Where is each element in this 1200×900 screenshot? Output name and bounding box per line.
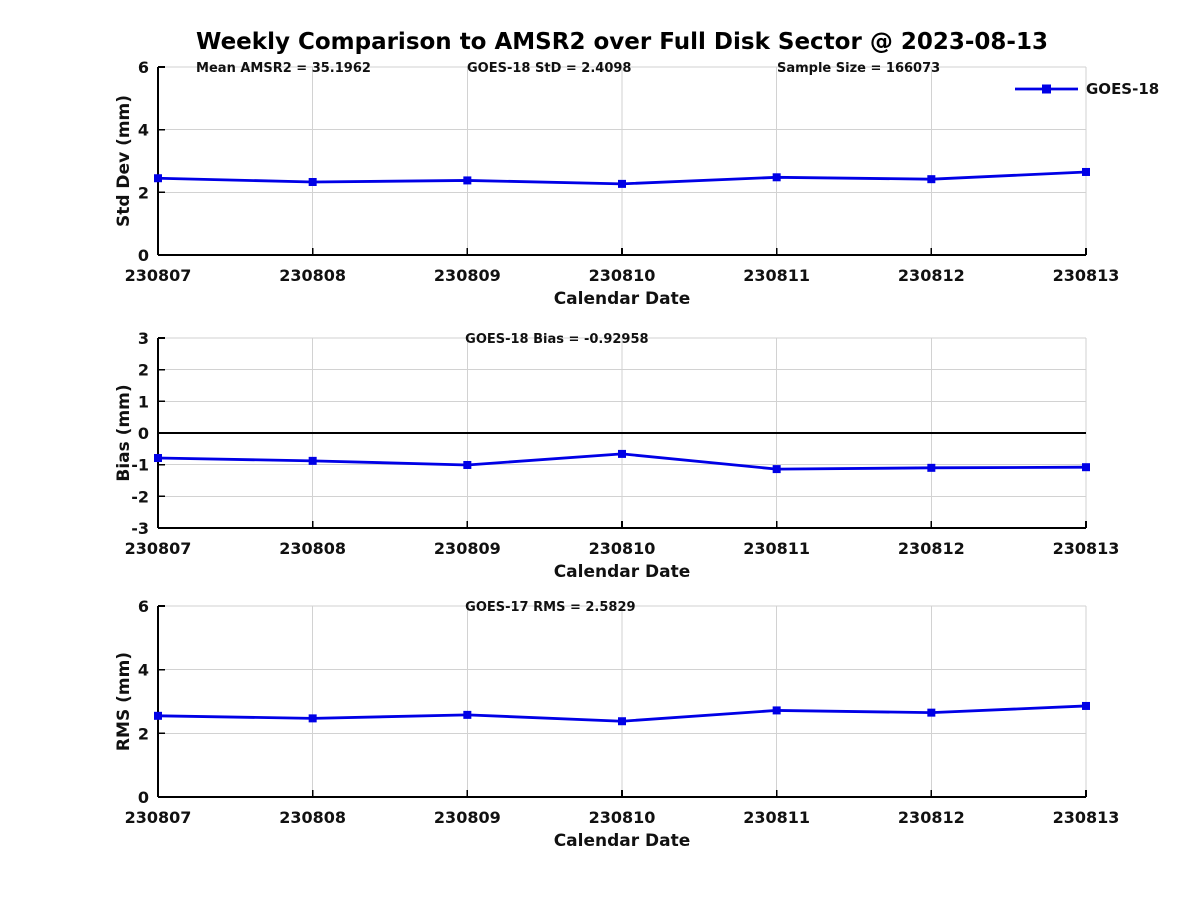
data-marker	[618, 449, 626, 458]
x-tick-label: 230807	[125, 539, 192, 558]
x-tick-label: 230811	[743, 266, 810, 285]
data-marker	[927, 708, 936, 717]
data-marker	[154, 174, 162, 183]
annotation: GOES-18 StD = 2.4098	[467, 61, 631, 76]
x-tick-label: 230812	[898, 266, 965, 285]
x-tick-label: 230813	[1053, 808, 1120, 827]
y-tick-label: 2	[138, 724, 149, 743]
data-marker	[772, 706, 781, 715]
bias-plot: 230807 230808 230809 230810 230811 230812 2308…	[114, 329, 1120, 580]
y-tick-label: 0	[138, 424, 149, 443]
data-marker	[1082, 701, 1090, 710]
y-axis-label: RMS (mm)	[114, 652, 134, 751]
x-tick-label: 230813	[1053, 266, 1120, 285]
y-tick-label: -2	[131, 487, 149, 506]
annotation: GOES-18 Bias = -0.92958	[465, 332, 648, 347]
figure-title: Weekly Comparison to AMSR2 over Full Dis…	[196, 29, 1048, 55]
y-tick-label: 6	[138, 597, 149, 616]
data-marker	[154, 711, 162, 720]
y-tick-label: 0	[138, 788, 149, 807]
data-marker	[927, 175, 936, 184]
y-tick-label: 2	[138, 183, 149, 202]
data-marker	[618, 717, 626, 726]
x-tick-label: 230811	[743, 539, 810, 558]
y-tick-label: -3	[131, 519, 149, 538]
annotation: Mean AMSR2 = 35.1962	[196, 61, 371, 76]
y-tick-label: 0	[138, 246, 149, 265]
data-marker	[154, 454, 162, 463]
legend-label: GOES-18	[1086, 80, 1159, 98]
data-marker	[463, 176, 472, 185]
x-tick-label: 230812	[898, 539, 965, 558]
stddev-plot: 230807 230808 230809 230810 230811 230812 2308…	[114, 58, 1159, 309]
data-marker	[772, 173, 781, 182]
data-marker	[618, 179, 626, 188]
annotation: Sample Size = 166073	[777, 61, 940, 76]
data-marker	[1082, 167, 1090, 176]
x-tick-label: 230810	[589, 266, 656, 285]
legend-marker-sample	[1042, 84, 1051, 94]
y-tick-label: 3	[138, 329, 149, 348]
x-tick-label: 230807	[125, 266, 192, 285]
rms-plot: 230807 230808 230809 230810 230811 230812 2308…	[114, 597, 1120, 851]
x-tick-label: 230808	[279, 808, 346, 827]
x-tick-label: 230808	[279, 539, 346, 558]
annotation: GOES-17 RMS = 2.5829	[465, 600, 635, 615]
data-marker	[463, 710, 472, 719]
x-tick-label: 230810	[589, 808, 656, 827]
data-marker	[308, 714, 317, 723]
y-tick-label: 1	[138, 392, 149, 411]
data-marker	[772, 465, 781, 474]
x-axis-label: Calendar Date	[554, 831, 691, 851]
x-tick-label: 230807	[125, 808, 192, 827]
x-tick-label: 230808	[279, 266, 346, 285]
x-axis-label: Calendar Date	[554, 562, 691, 580]
y-tick-label: 4	[138, 661, 149, 680]
y-axis-label: Bias (mm)	[114, 384, 134, 481]
y-tick-label: 6	[138, 58, 149, 77]
data-marker	[1082, 463, 1090, 472]
x-tick-label: 230809	[434, 808, 501, 827]
y-tick-label: 2	[138, 361, 149, 380]
x-tick-label: 230810	[589, 539, 656, 558]
data-marker	[308, 177, 317, 186]
y-axis-label: Std Dev (mm)	[114, 95, 134, 227]
x-tick-label: 230812	[898, 808, 965, 827]
y-tick-label: 4	[138, 121, 149, 140]
data-marker	[927, 463, 936, 472]
data-marker	[463, 460, 472, 469]
x-tick-label: 230809	[434, 266, 501, 285]
x-axis-label: Calendar Date	[554, 289, 691, 309]
x-tick-label: 230809	[434, 539, 501, 558]
x-tick-label: 230811	[743, 808, 810, 827]
x-tick-label: 230813	[1053, 539, 1120, 558]
data-marker	[308, 456, 317, 465]
y-tick-label: -1	[131, 456, 149, 475]
